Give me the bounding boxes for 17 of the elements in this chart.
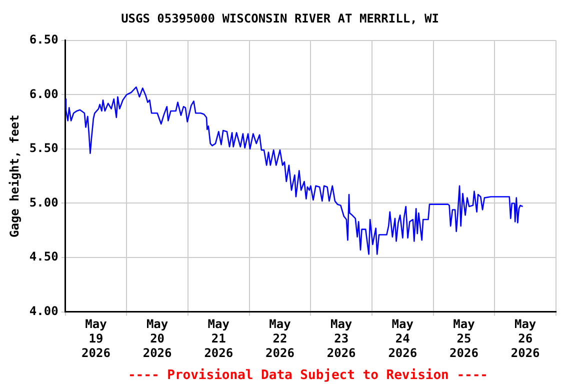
x-tick-label: May 23 2026: [326, 317, 356, 360]
x-tick-label: May 24 2026: [388, 317, 418, 360]
x-tick-label: May 26 2026: [510, 317, 540, 360]
y-tick-label: 4.50: [29, 250, 58, 264]
x-tick-label: May 25 2026: [450, 317, 478, 360]
x-tick-label: May 19 2026: [82, 317, 110, 360]
text: ---- Provisional Data Subject to Revision ----: [128, 368, 488, 383]
y-tick-label: 5.00: [29, 195, 58, 210]
y-tick-label: 4.00: [29, 304, 58, 318]
y-tick-label: 6.50: [29, 32, 58, 47]
y-tick-label: 6.00: [29, 86, 58, 101]
chart-title: USGS 05395000 WISCONSIN RIVER AT MERRILL, WI: [121, 11, 439, 26]
x-tick-label: May 21 2026: [204, 317, 234, 360]
x-tick-label: May 22 2026: [266, 317, 294, 360]
y-tick-label: 5.50: [29, 141, 58, 156]
y-axis-title: Gage height, feet: [7, 114, 22, 238]
x-tick-label: May 20 2026: [142, 317, 172, 360]
